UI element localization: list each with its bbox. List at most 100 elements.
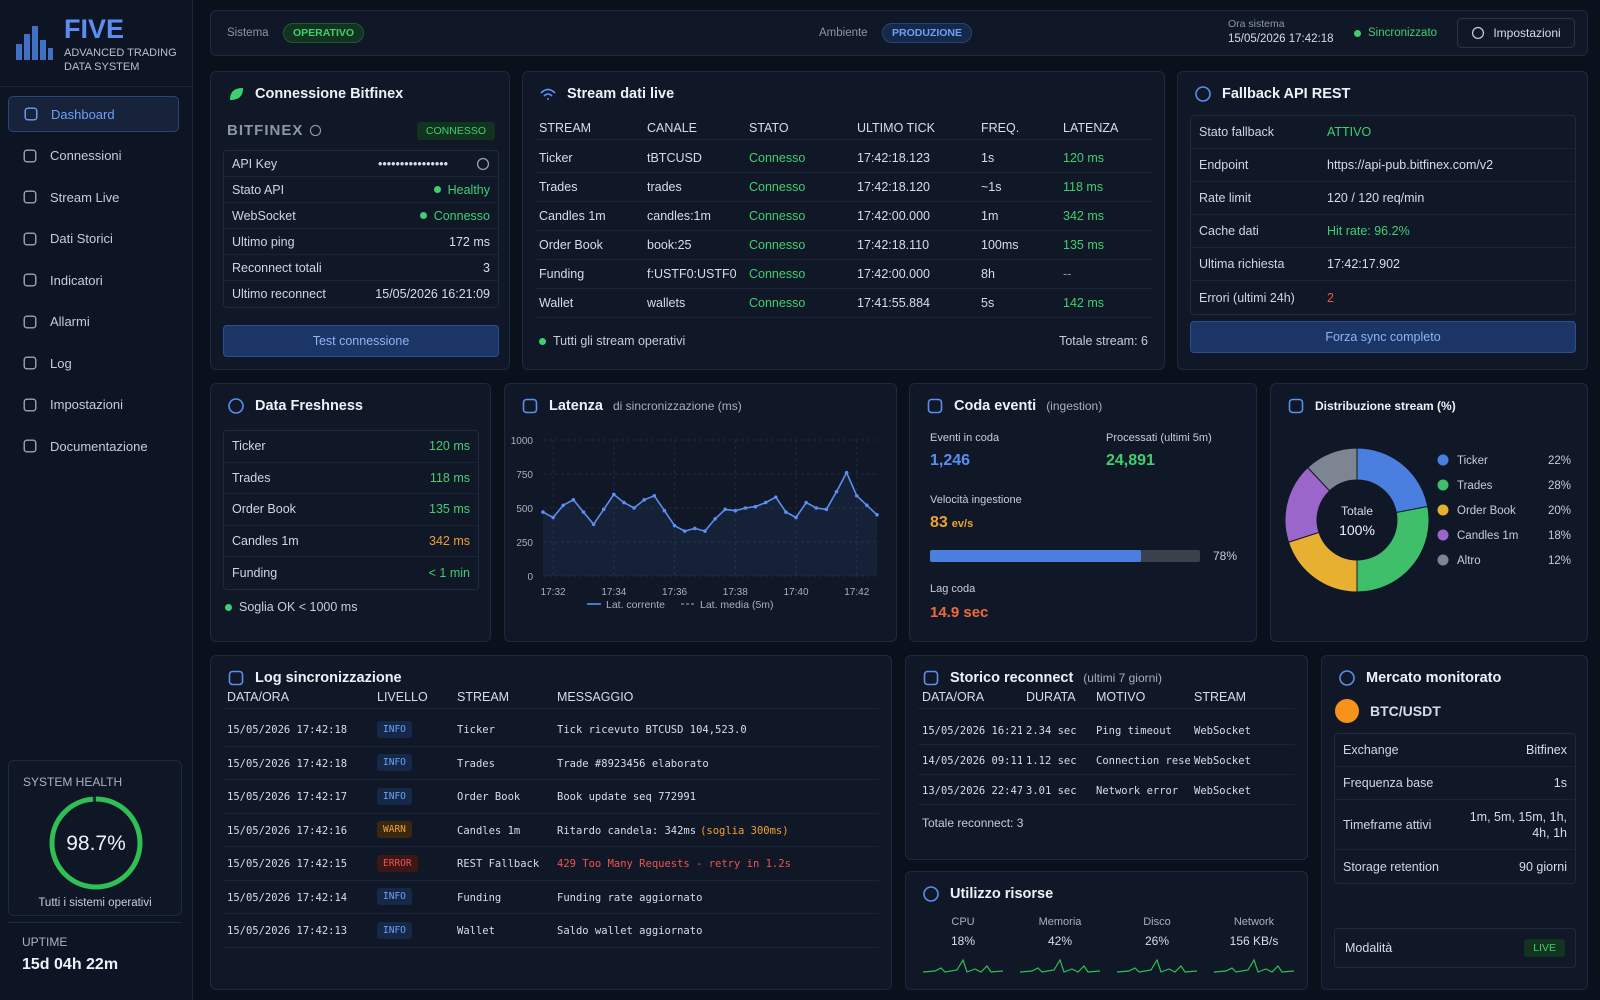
latency-point (804, 500, 808, 505)
reconnect-footer: Totale reconnect: 3 (922, 816, 1024, 830)
kv-value-wrap: 17:42:17.902 (1327, 257, 1400, 271)
table-cell: 429 Too Many Requests - retry in 1.2s (553, 856, 873, 870)
icon (23, 232, 37, 245)
test-button[interactable]: Test connessione (223, 325, 499, 357)
legend-dot (1437, 529, 1449, 541)
latency-point (541, 510, 545, 514)
cell-text: 17:41:55.884 (857, 296, 930, 310)
table-cell: 15/05/2026 16:21:09 (918, 723, 1022, 737)
coin-shape (1335, 699, 1359, 723)
pair-label: BTC/USDT (1370, 703, 1441, 719)
legend-label: Lat. corrente (606, 599, 665, 611)
kv-value-wrap: Healthy (433, 183, 490, 197)
cell-text: Connesso (749, 296, 806, 310)
cell-text: wallets (647, 296, 686, 310)
settings-button[interactable]: Impostazioni (1457, 18, 1575, 48)
nav-item[interactable]: Dati Storici (8, 221, 179, 257)
icon-shape (923, 886, 939, 902)
level-badge: INFO (377, 720, 412, 738)
brand-logo (16, 26, 53, 60)
logo-bar (16, 44, 22, 60)
latency-point (612, 492, 616, 497)
kv-list: Ticker 120 ms Trades 118 ms Order Book 135 ms… (223, 430, 479, 590)
table-cell: 15/05/2026 17:42:17 (223, 789, 373, 803)
cell-note: (soglia 300ms) (700, 824, 789, 837)
icon-shape (23, 273, 37, 287)
cell-text: 15/05/2026 16:21:09 (922, 724, 1022, 737)
nav-label: Log (50, 355, 72, 371)
latency-point (733, 508, 738, 513)
kv-label: Rate limit (1199, 191, 1252, 205)
sparkline (922, 958, 1004, 973)
legend-label: Candles 1m (1457, 530, 1518, 542)
nav-item[interactable]: Impostazioni (8, 387, 179, 423)
cell-text: 100ms (981, 238, 1019, 252)
cell-text: Ritardo candela: 342ms (557, 824, 697, 837)
kv-row: Ultima richiesta 17:42:17.902 (1191, 248, 1575, 281)
icon (23, 439, 37, 453)
table-cell: Ping timeout (1092, 723, 1190, 737)
kv-row: Ticker 120 ms (224, 431, 478, 463)
cell-text: Order Book (457, 791, 521, 804)
nav-item[interactable]: Log (8, 345, 179, 381)
nav-item[interactable]: Connessioni (8, 138, 179, 174)
sync-button[interactable]: Forza sync completo (1190, 321, 1576, 353)
table-row: 15/05/2026 17:42:15 ERROR REST Fallback 429… (223, 847, 879, 881)
donut-center-label: Totale (1341, 504, 1373, 518)
env-label: Ambiente (819, 27, 868, 39)
nav-item[interactable]: Dashboard (8, 96, 179, 132)
cell-text: Order Book (539, 238, 603, 252)
cell-text: trades (647, 180, 682, 194)
panel-title: Fallback API REST (1222, 86, 1351, 102)
nav-item[interactable]: Allarmi (8, 304, 179, 340)
nav-label: Allarmi (50, 314, 90, 329)
nav-label: Dati Storici (50, 231, 113, 246)
kv-row: Stato API Healthy (224, 177, 498, 203)
column-header: FREQ. (981, 120, 1020, 135)
kv-value: 17:42:17.902 (1327, 257, 1400, 271)
cell-text: Book update seq 772991 (557, 791, 697, 804)
health-note: Tutti i sistemi operativi (38, 897, 152, 909)
log-panel: Log sincronizzazione DATA/ORA LIVELLO STREA… (210, 655, 892, 990)
x-tick-label: 17:40 (784, 587, 809, 598)
latency-point (865, 503, 869, 508)
table-cell: WebSocket (1190, 783, 1280, 797)
kv-label: Stato API (232, 182, 285, 197)
panel-title: Data Freshness (255, 398, 363, 414)
panel-subtitle: di sincronizzazione (ms) (613, 399, 742, 413)
legend-label: Order Book (1457, 505, 1516, 517)
table-row: 15/05/2026 17:42:17 INFO Order Book Book up… (223, 780, 879, 814)
kv-value-wrap: •••••••••••••••• (378, 157, 490, 171)
cell-text: f:USTF0:USTF0 (647, 267, 737, 281)
resource: CPU 18% (918, 916, 1008, 977)
kv-row: Funding < 1 min (224, 557, 478, 589)
column-header: MOTIVO (1096, 689, 1146, 704)
panel-title: Mercato monitorato (1366, 670, 1502, 686)
table-cell: f:USTF0:USTF0 (643, 267, 745, 281)
kv-value-wrap: 118 ms (430, 471, 470, 485)
kv-label: Ultima richiesta (1199, 257, 1285, 271)
kv-value: 2 (1327, 290, 1334, 305)
kv-row: Trades 118 ms (224, 463, 478, 495)
icon-shape (23, 439, 37, 453)
nav-item[interactable]: Documentazione (8, 428, 179, 464)
nav-item[interactable]: Stream Live (8, 179, 179, 215)
table-cell: wallets (643, 296, 745, 310)
icon-shape (230, 88, 243, 100)
legend-dot (1437, 554, 1449, 566)
table-cell: Funding (535, 267, 643, 281)
latency-point (875, 513, 879, 517)
legend-dot (1437, 479, 1449, 491)
table-cell: 15/05/2026 17:42:15 (223, 856, 373, 870)
speed: 83 ev/s (930, 514, 973, 532)
kv-value: 118 ms (429, 470, 470, 485)
stream-footer: Tutti gli stream operativi (539, 334, 685, 348)
resource-label: CPU (951, 916, 975, 928)
kv-list: API Key •••••••••••••••• Stato API Healthy W… (223, 150, 499, 308)
icon-shape (23, 356, 37, 370)
nav-item[interactable]: Indicatori (8, 262, 179, 298)
nav-label: Stream Live (50, 189, 120, 205)
health-title: SYSTEM HEALTH (23, 775, 123, 789)
kv-row: Candles 1m 342 ms (224, 526, 478, 558)
latency-point (834, 489, 839, 494)
